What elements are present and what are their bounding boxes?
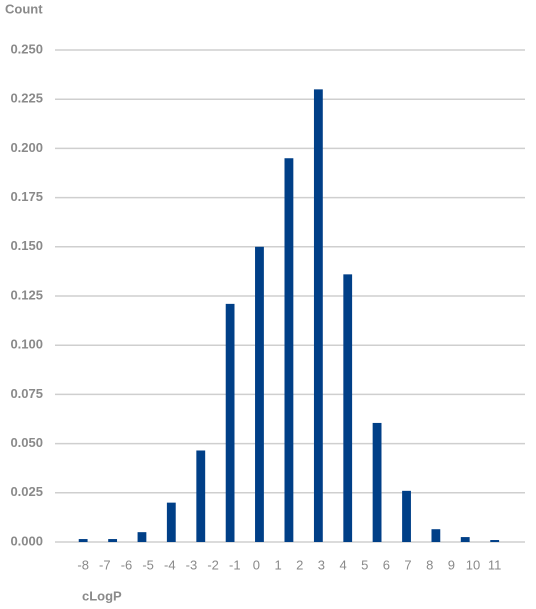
y-tick-label: 0.225 [10,91,43,106]
y-tick-label: 0.250 [10,41,43,56]
y-tick-label: 0.025 [10,484,43,499]
x-tick-label: -7 [99,557,111,572]
bar [137,532,147,542]
x-tick-label: 1 [274,557,281,572]
y-tick-label: 0.075 [10,386,43,401]
x-tick-label: -6 [121,557,133,572]
x-tick-label: -5 [142,557,154,572]
bar [313,89,323,543]
x-tick-label: 9 [448,557,455,572]
bar [196,450,206,542]
y-tick-label: 0.050 [10,435,43,450]
x-tick-label: 2 [296,557,303,572]
x-tick-label: -1 [229,557,241,572]
x-tick-label: 8 [426,557,433,572]
x-tick-label: -2 [207,557,219,572]
x-tick-label: 6 [383,557,390,572]
bar [78,539,88,542]
y-tick-label: 0.125 [10,287,43,302]
x-tick-label: 7 [404,557,411,572]
x-tick-label: 4 [339,557,346,572]
bar [460,537,470,542]
bar [431,529,441,542]
x-tick-label: -8 [77,557,89,572]
y-tick-label: 0.000 [10,533,43,548]
bar [402,490,411,542]
x-tick-label: 0 [253,557,260,572]
bar [225,303,235,542]
x-tick-label: 11 [488,557,502,572]
y-tick-label: 0.100 [10,337,43,352]
x-tick-label: -4 [164,557,176,572]
y-tick-label: 0.150 [10,238,43,253]
bar [284,158,294,543]
x-tick-label: 3 [318,557,325,572]
y-tick-label: 0.200 [10,140,43,155]
y-axis-label: Count [5,1,43,16]
x-tick-label: 5 [361,557,368,572]
x-axis-label: cLogP [82,588,122,603]
bar [490,540,500,542]
bar [108,539,118,542]
bar [166,502,176,542]
bar [372,422,382,542]
x-tick-label: -3 [186,557,198,572]
bar [255,246,264,543]
y-tick-label: 0.175 [10,189,43,204]
x-tick-label: 10 [466,557,480,572]
bar [343,274,353,542]
